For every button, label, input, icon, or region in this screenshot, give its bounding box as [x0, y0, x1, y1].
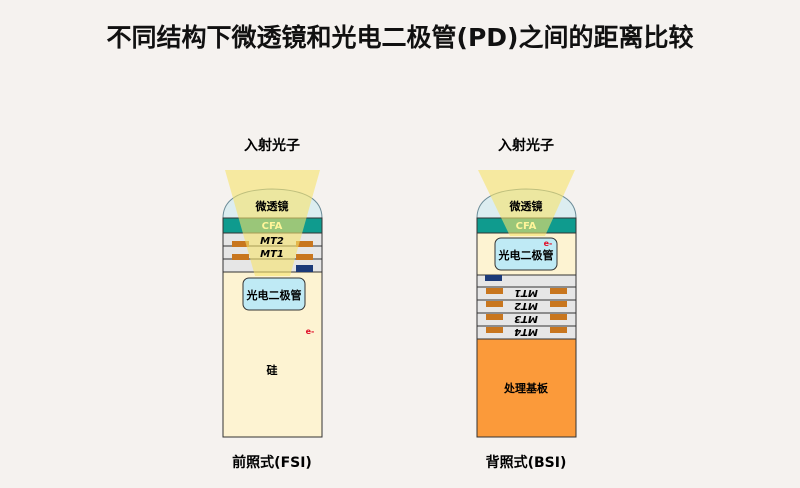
fsi-mt1-label: MT1	[260, 249, 284, 260]
bsi-mt2-label: MT2	[514, 300, 538, 311]
bsi-structure: 入射光子 微透镜 CFA 光电二极管 e- MT1 MT2 MT3 MT4 处理…	[476, 137, 577, 471]
fsi-electron: e-	[306, 327, 315, 336]
fsi-light-cone	[225, 170, 320, 276]
fsi-photodiode	[242, 277, 306, 311]
bsi-mt4-label: MT4	[514, 326, 538, 337]
fsi-caption: 前照式(FSI)	[232, 454, 312, 471]
fsi-silicon-label: 硅	[267, 363, 278, 377]
fsi-metal	[232, 241, 249, 247]
bsi-cfa-label: CFA	[516, 221, 537, 232]
fsi-metal	[232, 254, 249, 260]
bsi-pd-label: 光电二极管	[498, 248, 554, 262]
fsi-metal	[296, 254, 313, 260]
fsi-lens-label: 微透镜	[255, 199, 289, 213]
bsi-photodiode	[494, 237, 558, 271]
bsi-substrate-label: 处理基板	[503, 381, 549, 395]
bsi-substrate	[476, 338, 577, 438]
bsi-metals	[486, 288, 567, 333]
fsi-photon-label: 入射光子	[244, 137, 300, 154]
fsi-mt2-label: MT2	[260, 236, 284, 247]
fsi-structure: 入射光子 微透镜 CFA MT2 MT1 光电二极管 e- 硅 前照式(FSI)	[222, 137, 323, 471]
bsi-lens-label: 微透镜	[509, 199, 543, 213]
fsi-metal	[296, 241, 313, 247]
bsi-via	[485, 275, 502, 281]
page-title: 不同结构下微透镜和光电二极管(PD)之间的距离比较	[106, 23, 694, 52]
bsi-mt1-label: MT1	[514, 287, 538, 298]
bsi-electron: e-	[544, 239, 553, 248]
fsi-cfa-label: CFA	[262, 221, 283, 232]
fsi-via	[296, 265, 313, 272]
bsi-photon-label: 入射光子	[498, 137, 554, 154]
fsi-pd-label: 光电二极管	[246, 288, 302, 302]
bsi-mt3-label: MT3	[514, 313, 538, 324]
bsi-light-cone	[478, 170, 575, 236]
bsi-caption: 背照式(BSI)	[486, 454, 567, 471]
